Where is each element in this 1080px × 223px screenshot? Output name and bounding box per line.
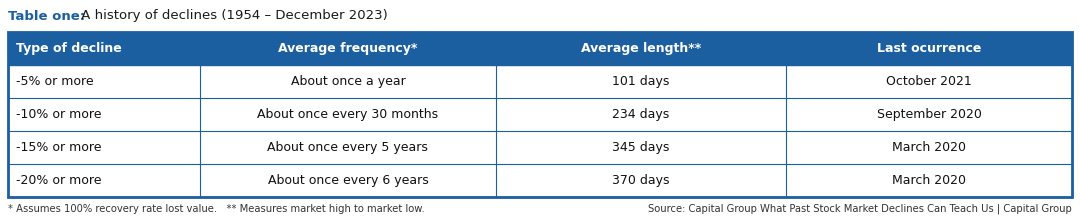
Text: About once every 30 months: About once every 30 months [257,108,438,121]
Text: Last ocurrence: Last ocurrence [877,42,982,55]
Text: About once a year: About once a year [291,75,405,88]
Bar [8,164,1072,197]
Text: 370 days: 370 days [612,174,670,187]
Text: Average length**: Average length** [581,42,701,55]
Text: Source: Capital Group What Past Stock Market Declines Can Teach Us | Capital Gro: Source: Capital Group What Past Stock Ma… [648,204,1072,214]
Text: -20% or more: -20% or more [16,174,102,187]
Text: March 2020: March 2020 [892,141,967,154]
Text: 345 days: 345 days [612,141,670,154]
Text: Table one:: Table one: [8,10,85,23]
Bar [8,131,1072,164]
Text: September 2020: September 2020 [877,108,982,121]
Text: About once every 5 years: About once every 5 years [268,141,429,154]
Text: -15% or more: -15% or more [16,141,102,154]
Text: A history of declines (1954 – December 2023): A history of declines (1954 – December 2… [77,10,388,23]
Text: 101 days: 101 days [612,75,670,88]
Bar [8,32,1072,197]
Text: -5% or more: -5% or more [16,75,94,88]
Text: -10% or more: -10% or more [16,108,102,121]
Text: March 2020: March 2020 [892,174,967,187]
Bar [8,65,1072,98]
Bar [8,32,1072,65]
Text: * Assumes 100% recovery rate lost value.   ** Measures market high to market low: * Assumes 100% recovery rate lost value.… [8,204,424,214]
Text: About once every 6 years: About once every 6 years [268,174,429,187]
Text: Average frequency*: Average frequency* [279,42,418,55]
Text: October 2021: October 2021 [887,75,972,88]
Bar [8,98,1072,131]
Text: 234 days: 234 days [612,108,670,121]
Text: Type of decline: Type of decline [16,42,122,55]
